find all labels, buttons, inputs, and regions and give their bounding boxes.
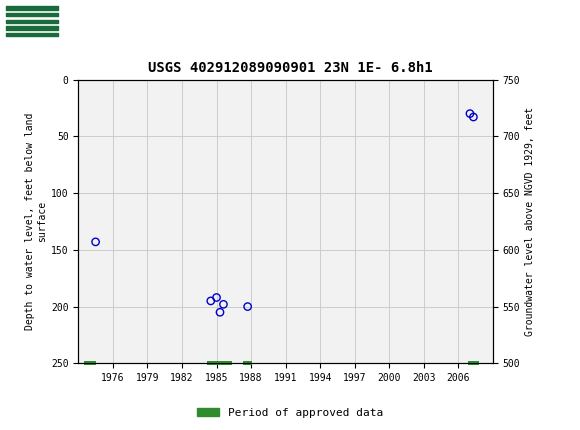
Point xyxy=(243,303,252,310)
Point xyxy=(215,309,224,316)
Point xyxy=(465,110,474,117)
Y-axis label: Depth to water level, feet below land
surface: Depth to water level, feet below land su… xyxy=(25,113,47,330)
Text: USGS 402912089090901 23N 1E- 6.8h1: USGS 402912089090901 23N 1E- 6.8h1 xyxy=(148,61,432,75)
Text: USGS: USGS xyxy=(61,12,108,27)
Bar xyxy=(207,361,231,366)
Bar xyxy=(84,361,96,366)
Point xyxy=(206,298,215,304)
Point xyxy=(91,239,100,246)
Point xyxy=(212,294,221,301)
FancyBboxPatch shape xyxy=(6,3,58,37)
Y-axis label: Groundwater level above NGVD 1929, feet: Groundwater level above NGVD 1929, feet xyxy=(524,107,535,336)
Bar xyxy=(467,361,479,366)
Point xyxy=(219,301,228,308)
Bar xyxy=(243,361,252,366)
Point xyxy=(469,114,478,120)
Legend: Period of approved data: Period of approved data xyxy=(193,403,387,422)
